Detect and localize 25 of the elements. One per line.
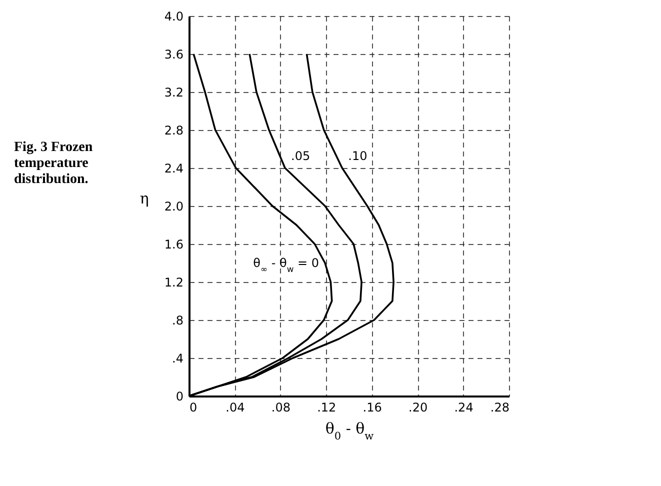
y-tick-label: 2.0	[164, 200, 184, 214]
x-tick-label: .12	[317, 400, 336, 414]
x-tick-label: 0	[190, 400, 198, 414]
series-label: .05	[291, 149, 310, 163]
x-tick-label: .24	[454, 400, 474, 414]
x-tick-label: .08	[271, 400, 290, 414]
x-tick-label: .16	[362, 400, 382, 414]
x-tick-label: .04	[226, 400, 245, 414]
y-tick-label: 3.2	[164, 86, 184, 100]
x-tick-label: .20	[408, 400, 428, 414]
y-tick-label: 3.6	[164, 48, 184, 62]
series-label: θ$_{∞}$ - θ$_{w}$ = 0	[253, 256, 319, 274]
y-tick-label: 1.2	[164, 276, 184, 290]
x-axis-title: θ$_{0}$ - θ$_{w}$	[325, 420, 374, 442]
y-tick-label: 1.6	[164, 238, 184, 252]
series-label: .10	[348, 149, 368, 163]
y-tick-label: .4	[172, 352, 184, 366]
y-tick-label: 2.4	[164, 162, 184, 176]
y-tick-label: .8	[172, 314, 184, 328]
y-tick-label: 0	[176, 390, 184, 404]
y-tick-label: 2.8	[164, 124, 184, 138]
y-axis-title: η	[140, 190, 149, 208]
x-tick-label: .28	[490, 400, 510, 414]
y-tick-label: 4.0	[164, 10, 184, 24]
text: Fig. 3 Frozen temperature distribution.	[13, 140, 94, 188]
